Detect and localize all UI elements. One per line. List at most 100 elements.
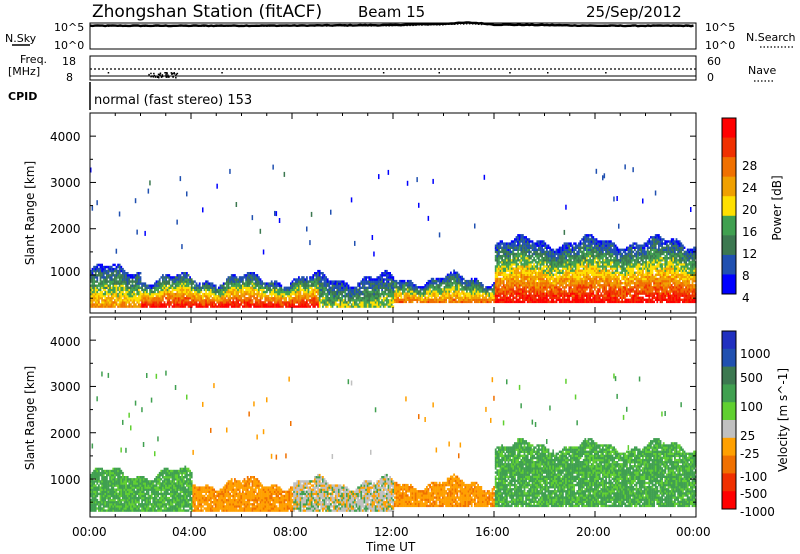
- heat-cell: [168, 292, 171, 296]
- heat-cell: [579, 277, 582, 281]
- heat-cell: [538, 290, 540, 293]
- heat-cell: [98, 288, 100, 292]
- heat-cell: [509, 248, 511, 251]
- heat-cell: [262, 303, 265, 306]
- heat-cell: [264, 297, 267, 300]
- heat-cell: [206, 301, 209, 304]
- heat-cell: [342, 288, 345, 292]
- heat-cell: [186, 191, 188, 197]
- heat-cell: [387, 288, 390, 292]
- heat-cell: [266, 286, 268, 289]
- heat-cell: [104, 305, 107, 308]
- heat-cell: [242, 284, 244, 287]
- heat-cell: [533, 296, 535, 299]
- heat-cell: [360, 299, 363, 302]
- heat-cell: [427, 279, 430, 283]
- heat-cell: [194, 284, 196, 287]
- heat-cell: [438, 298, 441, 301]
- heat-cell: [587, 275, 590, 279]
- heat-cell: [442, 277, 444, 281]
- heat-cell: [246, 292, 249, 296]
- heat-cell: [579, 275, 582, 279]
- heat-cell: [350, 288, 353, 292]
- heat-cell: [526, 248, 529, 251]
- heat-cell: [579, 244, 582, 247]
- heat-cell: [256, 278, 259, 281]
- heat-cell: [478, 288, 481, 291]
- freq-point: [172, 72, 174, 75]
- heat-cell: [261, 292, 263, 296]
- heat-cell: [552, 277, 555, 281]
- heat-cell: [330, 294, 332, 298]
- heat-cell: [590, 284, 593, 287]
- heat-cell: [592, 279, 595, 283]
- heat-cell: [522, 275, 524, 279]
- heat-cell: [514, 259, 516, 262]
- heat-cell: [547, 286, 550, 289]
- heat-cell: [517, 234, 519, 237]
- heat-cell: [133, 284, 135, 287]
- heat-cell: [318, 276, 321, 279]
- heat-cell: [123, 280, 126, 283]
- heat-cell: [192, 301, 195, 304]
- heat-cell: [363, 303, 366, 306]
- heat-cell: [118, 276, 121, 279]
- heat-cell: [526, 296, 529, 299]
- heat-cell: [555, 248, 558, 251]
- heat-cell: [299, 303, 302, 306]
- heat-cell: [267, 282, 270, 285]
- heat-cell: [272, 286, 275, 289]
- heat-cell: [565, 284, 567, 287]
- heat-cell: [512, 298, 515, 301]
- heat-cell: [155, 280, 158, 283]
- heat-cell: [517, 267, 519, 270]
- heat-cell: [170, 290, 172, 294]
- heat-cell: [440, 296, 443, 299]
- heat-cell: [435, 288, 438, 291]
- heat-cell: [390, 290, 393, 294]
- heat-cell: [522, 288, 524, 291]
- heat-cell: [179, 284, 182, 287]
- heat-cell: [333, 284, 335, 287]
- heat-cell: [262, 301, 265, 304]
- heat-cell: [539, 250, 542, 254]
- heat-cell: [205, 301, 207, 304]
- heat-cell: [515, 240, 518, 243]
- heat-cell: [322, 286, 324, 289]
- heat-cell: [501, 261, 503, 264]
- heat-cell: [464, 296, 467, 299]
- heat-cell: [442, 290, 444, 293]
- heat-cell: [534, 250, 537, 254]
- heat-cell: [426, 286, 428, 289]
- heat-cell: [208, 299, 211, 302]
- heat-cell: [226, 305, 228, 308]
- heat-cell: [325, 278, 327, 281]
- heat-cell: [208, 288, 211, 292]
- heat-cell: [496, 298, 499, 301]
- heat-cell: [402, 290, 404, 293]
- heat-cell: [424, 300, 427, 304]
- heat-cell: [179, 176, 182, 182]
- heat-cell: [176, 305, 179, 308]
- heat-cell: [98, 299, 100, 302]
- heat-cell: [298, 286, 300, 289]
- heat-cell: [331, 286, 334, 289]
- heat-cell: [342, 280, 345, 283]
- heat-cell: [250, 292, 252, 296]
- heat-cell: [182, 297, 185, 300]
- heat-cell: [587, 246, 590, 249]
- heat-cell: [365, 286, 367, 289]
- heat-cell: [211, 282, 214, 285]
- heat-cell: [168, 290, 171, 294]
- heat-cell: [450, 275, 452, 279]
- heat-cell: [378, 286, 380, 289]
- heat-cell: [296, 292, 299, 296]
- heat-cell: [522, 257, 524, 260]
- heat-cell: [390, 288, 393, 292]
- heat-cell: [176, 278, 179, 281]
- heat-cell: [533, 271, 535, 274]
- heat-cell: [518, 252, 521, 256]
- heat-cell: [339, 288, 342, 292]
- heat-cell: [253, 292, 255, 296]
- heat-cell: [224, 288, 227, 292]
